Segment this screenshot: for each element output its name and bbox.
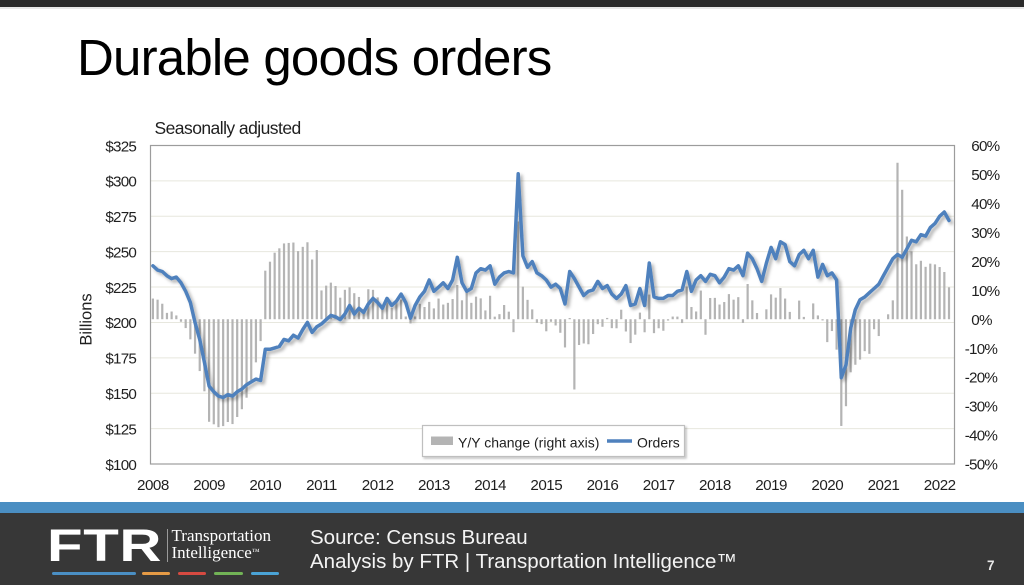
svg-text:Billions: Billions [78, 293, 96, 345]
svg-text:30%: 30% [971, 225, 999, 242]
svg-text:$175: $175 [105, 351, 136, 368]
svg-text:-10%: -10% [965, 341, 998, 358]
svg-text:$325: $325 [105, 138, 136, 155]
svg-text:$150: $150 [105, 386, 136, 403]
svg-text:2009: 2009 [193, 477, 225, 494]
svg-text:10%: 10% [971, 283, 999, 300]
svg-text:2013: 2013 [418, 477, 450, 494]
svg-text:-30%: -30% [965, 399, 998, 416]
svg-text:0%: 0% [971, 312, 992, 329]
svg-text:Orders: Orders [637, 434, 680, 450]
svg-text:2018: 2018 [699, 477, 731, 494]
svg-text:$200: $200 [105, 315, 136, 332]
svg-text:20%: 20% [971, 254, 999, 271]
svg-text:2010: 2010 [249, 477, 281, 494]
svg-text:2012: 2012 [362, 477, 394, 494]
svg-text:2015: 2015 [530, 477, 562, 494]
svg-text:2022: 2022 [924, 477, 956, 494]
svg-text:2011: 2011 [306, 477, 337, 494]
svg-text:2016: 2016 [587, 477, 619, 494]
svg-text:2014: 2014 [474, 477, 506, 494]
svg-text:$300: $300 [105, 174, 136, 191]
svg-text:$250: $250 [105, 245, 136, 262]
svg-text:-50%: -50% [965, 457, 998, 474]
svg-text:-40%: -40% [965, 428, 998, 445]
svg-text:60%: 60% [971, 138, 999, 155]
svg-text:-20%: -20% [965, 370, 998, 387]
svg-text:$100: $100 [105, 457, 136, 474]
svg-text:$225: $225 [105, 280, 136, 297]
svg-text:2020: 2020 [811, 477, 843, 494]
svg-text:$125: $125 [105, 421, 136, 438]
svg-text:Seasonally adjusted: Seasonally adjusted [155, 118, 301, 138]
svg-text:Y/Y change (right axis): Y/Y change (right axis) [458, 434, 599, 450]
svg-text:40%: 40% [971, 196, 999, 213]
svg-text:50%: 50% [971, 167, 999, 184]
svg-text:$275: $275 [105, 209, 136, 226]
svg-text:2017: 2017 [643, 477, 675, 494]
svg-text:2021: 2021 [868, 477, 900, 494]
svg-text:2008: 2008 [137, 477, 169, 494]
svg-text:2019: 2019 [755, 477, 787, 494]
